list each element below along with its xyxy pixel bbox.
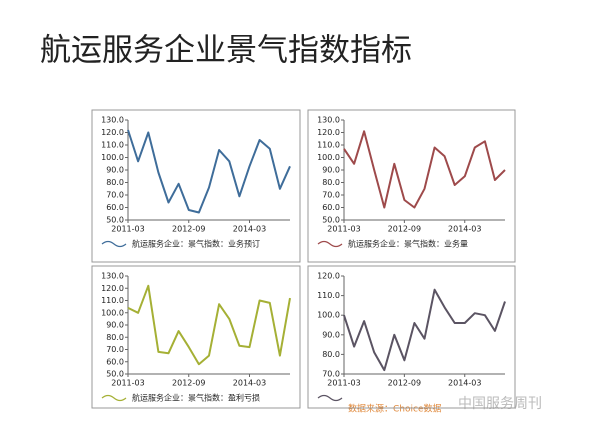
y-tick-label: 50.0 [322,216,340,225]
y-tick-label: 70.0 [322,191,340,200]
y-tick-label: 70.0 [106,345,124,354]
x-tick-label: 2012-09 [388,379,421,388]
x-tick-label: 2011-03 [111,225,144,234]
y-tick-label: 70.0 [322,370,340,379]
y-tick-label: 100.0 [317,153,340,162]
legend-label: 航运服务企业：景气指数：业务量 [348,239,468,249]
y-tick-label: 80.0 [106,333,124,342]
y-tick-label: 70.0 [106,191,124,200]
y-tick-label: 50.0 [106,216,124,225]
y-tick-label: 90.0 [106,321,124,330]
panel-frame [91,109,301,263]
y-tick-label: 130.0 [317,116,340,125]
y-tick-label: 110.0 [101,141,124,150]
series-line [343,288,506,372]
y-tick-label: 120.0 [101,128,124,137]
legend-swatch [317,394,343,402]
y-tick-label: 130.0 [101,272,124,281]
x-tick-label: 2014-03 [233,379,266,388]
y-tick-label: 80.0 [322,350,340,359]
x-tick-label: 2012-09 [388,225,421,234]
legend-swatch [101,240,127,248]
x-tick-label: 2011-03 [327,379,360,388]
y-tick-label: 100.0 [101,308,124,317]
y-tick-label: 120.0 [317,128,340,137]
series-line [127,284,291,366]
y-tick-label: 120.0 [101,284,124,293]
legend-label: 航运服务企业：景气指数：业务预订 [132,239,260,249]
panel-frame [307,265,516,409]
panel-frame [307,109,516,263]
y-tick-label: 100.0 [317,311,340,320]
y-tick-label: 90.0 [322,166,340,175]
y-tick-label: 60.0 [106,203,124,212]
y-tick-label: 50.0 [106,370,124,379]
slide-title: 航运服务企业景气指数指标 [40,33,412,69]
y-tick-label: 60.0 [106,357,124,366]
legend-swatch [317,240,343,248]
x-tick-label: 2012-09 [172,379,205,388]
x-tick-label: 2014-03 [448,225,481,234]
x-tick-label: 2014-03 [448,379,481,388]
series-line [343,130,506,209]
y-tick-label: 110.0 [101,296,124,305]
watermark: 中国服务周刊 [458,396,542,412]
y-tick-label: 120.0 [317,272,340,281]
x-tick-label: 2012-09 [172,225,205,234]
y-tick-label: 60.0 [322,203,340,212]
y-tick-label: 110.0 [317,141,340,150]
y-tick-label: 110.0 [317,291,340,300]
y-tick-label: 90.0 [322,330,340,339]
y-tick-label: 90.0 [106,166,124,175]
y-tick-label: 100.0 [101,153,124,162]
series-line [127,129,291,214]
panel-frame [91,265,301,409]
x-tick-label: 2011-03 [327,225,360,234]
legend-swatch [101,394,127,402]
x-tick-label: 2011-03 [111,379,144,388]
x-tick-label: 2014-03 [233,225,266,234]
y-tick-label: 80.0 [322,178,340,187]
y-tick-label: 130.0 [101,116,124,125]
y-tick-label: 80.0 [106,178,124,187]
legend-label: 航运服务企业：景气指数：盈利亏损 [132,393,260,403]
